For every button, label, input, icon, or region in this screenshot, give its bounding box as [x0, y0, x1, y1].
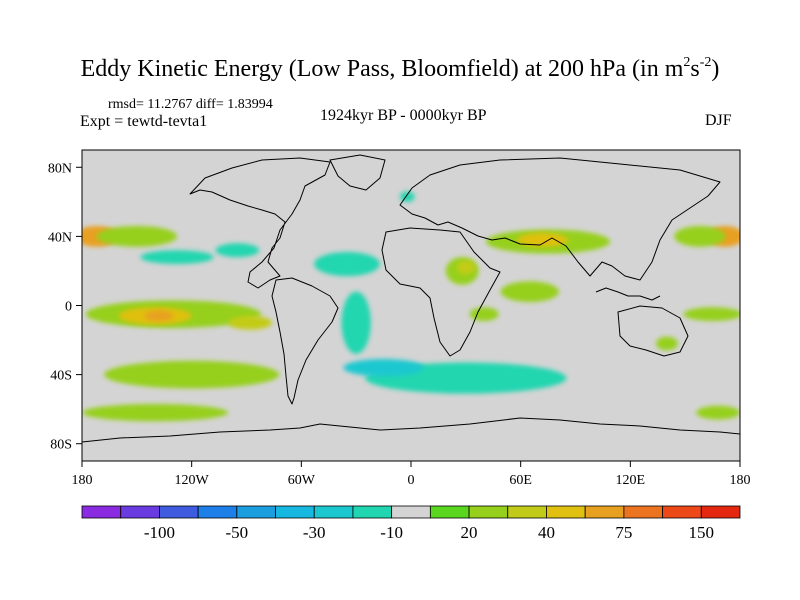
colorbar-swatch	[391, 505, 431, 519]
anomaly-region-south-pacific-midlat-band	[103, 360, 280, 389]
anomaly-region-north-pacific-negative	[140, 250, 214, 265]
x-tick-label: 120W	[175, 473, 210, 488]
anomaly-region-south-atlantic-negative	[341, 291, 371, 354]
anomaly-region-australia-jet	[655, 336, 678, 351]
anomaly-region-southeast-pacific-jet	[683, 307, 740, 322]
y-tick-label: 80S	[50, 438, 72, 453]
title-sup-2: -2	[699, 55, 712, 70]
colorbar-tick-label: -50	[225, 523, 248, 542]
anomaly-region-southern-ocean-core	[343, 359, 424, 377]
colorbar-swatch	[546, 505, 586, 519]
colorbar-tick-label: -30	[303, 523, 326, 542]
colorbar-tick-label: 75	[615, 523, 632, 542]
greenland-outline	[329, 154, 386, 191]
colorbar: -100 -50 -30 -10 20 40 75 150	[81, 505, 741, 542]
anomaly-region-north-atlantic-negative	[314, 251, 380, 277]
colorbar-tick-label: 20	[461, 523, 478, 542]
anomaly-region-north-america-negative	[215, 243, 260, 258]
colorbar-swatch	[159, 505, 199, 519]
anomaly-region-west-pacific-jet-band	[674, 226, 726, 247]
anomaly-region-tasman-jet	[696, 405, 740, 420]
y-tick-label: 80N	[48, 161, 72, 176]
stats-text: rmsd= 11.2767 diff= 1.83994	[108, 97, 273, 112]
y-tick-label: 0	[65, 300, 72, 315]
anomaly-region-north-pacific-jet-band	[96, 226, 178, 247]
chart-title: Eddy Kinetic Energy (Low Pass, Bloomfiel…	[0, 56, 800, 83]
indonesia-outline	[595, 287, 661, 301]
anomaly-region-equatorial-pacific-peak	[144, 310, 174, 322]
eurasia-outline	[399, 157, 721, 281]
x-tick-label: 120E	[616, 473, 646, 488]
antarctica-outline	[82, 417, 740, 443]
colorbar-tick-label: -10	[380, 523, 403, 542]
colorbar-swatch	[584, 505, 625, 519]
colorbar-swatch	[429, 505, 470, 519]
x-tick-label: 60E	[509, 473, 532, 488]
y-axis: 80N 40N 0 40S 80S	[48, 161, 82, 453]
colorbar-tick-label: 150	[689, 523, 715, 542]
anomaly-region-africa-jet-core	[456, 260, 475, 275]
anomaly-region-south-pacific-polar-band	[82, 403, 229, 422]
colorbar-swatch	[507, 505, 547, 519]
colorbar-swatch	[120, 505, 160, 519]
colorbar-swatch	[313, 505, 354, 519]
africa-outline	[381, 227, 501, 357]
title-text: Eddy Kinetic Energy (Low Pass, Bloomfiel…	[80, 56, 684, 82]
anomaly-region-south-america-west-jet	[228, 315, 273, 330]
x-axis: 180 120W 60W 0 60E 120E 180	[72, 461, 751, 488]
title-end: )	[711, 56, 720, 82]
anomaly-layer	[82, 191, 740, 422]
anomaly-region-central-asia-jet-core	[517, 232, 569, 247]
title-mid: s	[690, 56, 700, 82]
colorbar-swatch	[700, 505, 741, 519]
anomaly-region-tropical-atlantic-jet	[469, 307, 499, 322]
x-tick-label: 60W	[288, 473, 316, 488]
experiment-label: Expt = tewtd-tevta1	[80, 113, 208, 130]
colorbar-swatch	[275, 505, 315, 519]
y-tick-label: 40S	[50, 369, 72, 384]
colorbar-swatch	[197, 505, 238, 519]
north-america-outline	[189, 157, 331, 289]
anomaly-region-north-atlantic-small-negative	[400, 191, 415, 202]
x-tick-label: 0	[408, 473, 415, 488]
south-america-outline	[271, 277, 339, 405]
colorbar-swatch	[236, 505, 276, 519]
x-tick-label: 180	[730, 473, 751, 488]
anomaly-region-india-jet	[500, 281, 560, 303]
colorbar-swatch	[468, 505, 509, 519]
colorbar-swatch	[352, 505, 393, 519]
colorbar-tick-label: -100	[144, 523, 175, 542]
coastlines	[82, 154, 740, 443]
colorbar-swatch	[662, 505, 702, 519]
title-sup-1: 2	[683, 55, 691, 70]
colorbar-swatch	[81, 505, 122, 519]
period-label: 1924kyr BP - 0000kyr BP	[320, 107, 487, 124]
y-tick-label: 40N	[48, 230, 72, 245]
season-label: DJF	[705, 112, 732, 129]
x-tick-label: 180	[72, 473, 93, 488]
colorbar-swatch	[623, 505, 663, 519]
australia-outline	[617, 305, 689, 357]
colorbar-tick-label: 40	[538, 523, 555, 542]
